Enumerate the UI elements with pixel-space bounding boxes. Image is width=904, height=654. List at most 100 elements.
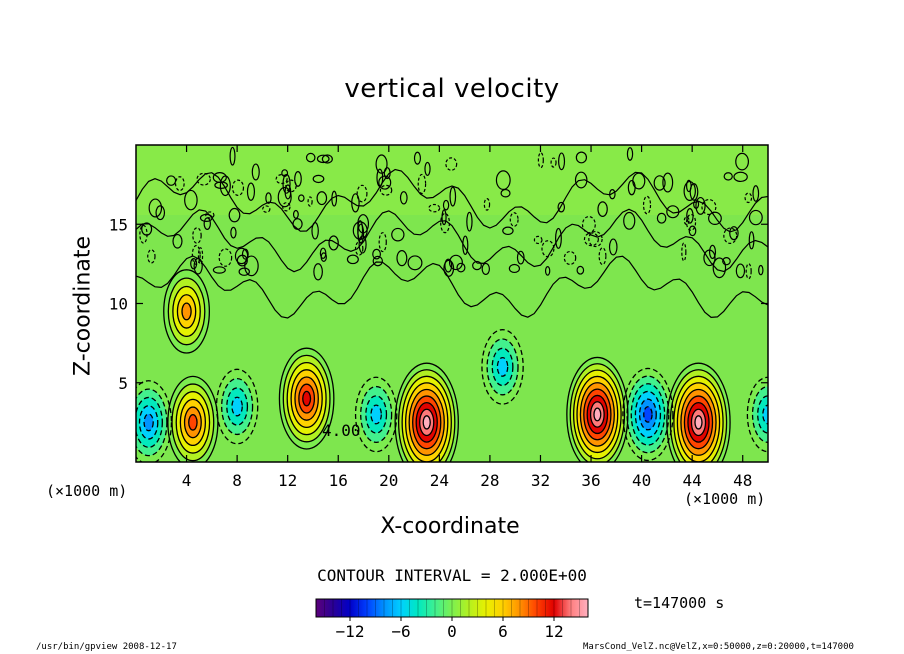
turbulent-contour [583, 232, 599, 247]
turbulent-contour [735, 152, 749, 171]
turbulent-contour [462, 235, 469, 255]
turbulent-contour [190, 257, 198, 270]
turbulent-contour [681, 242, 687, 262]
contour-line [630, 383, 666, 446]
turbulent-contour [752, 185, 760, 202]
turbulent-contour [653, 175, 666, 191]
turbulent-contour [196, 172, 211, 186]
contour-line [397, 369, 456, 462]
x-tick-label: 40 [632, 471, 651, 490]
turbulent-contour [597, 201, 608, 217]
contour-line [669, 369, 728, 462]
turbulent-contour [428, 203, 441, 213]
contour-line [231, 396, 243, 417]
turbulent-contour [445, 157, 458, 171]
turbulent-contour [466, 211, 473, 232]
contour-line [401, 375, 452, 462]
contour-line [143, 413, 154, 432]
turbulent-contour [378, 232, 387, 253]
turbulent-contour [297, 194, 305, 202]
turbulent-contour [656, 212, 667, 224]
contour-line [589, 401, 605, 428]
turbulent-contour [472, 260, 482, 271]
turbulent-contour [574, 171, 588, 189]
x-unit-left: (×1000 m) [46, 482, 128, 500]
turbulent-contour [265, 192, 272, 204]
turbulent-contour [550, 157, 557, 168]
turbulent-contour [328, 235, 339, 251]
turbulent-contour [744, 192, 753, 204]
updraft-cell [163, 269, 210, 354]
turbulent-contour [192, 227, 202, 244]
contour-line [183, 406, 202, 439]
turbulent-contour [758, 264, 764, 276]
turbulent-contour [723, 172, 733, 181]
field-band [302, 391, 311, 406]
plot-area [136, 145, 768, 462]
x-tick-label: 8 [232, 471, 242, 490]
field-band [182, 303, 192, 320]
turbulent-contour [729, 226, 739, 241]
contour-line [298, 383, 316, 414]
x-axis: 4 8 12 16 20 24 28 32 36 40 44 48 [182, 145, 752, 490]
x-tick-label: 16 [329, 471, 348, 490]
contour-line [282, 354, 331, 443]
turbulent-contour [748, 209, 763, 226]
turbulent-contour [695, 196, 706, 215]
turbulent-contour [558, 152, 566, 171]
turbulent-contour [372, 248, 381, 260]
turbulent-contour [230, 226, 237, 239]
turbulent-contour [642, 195, 652, 215]
turbulent-contour [508, 263, 521, 274]
colorbar-tick-label: −12 [336, 622, 365, 641]
turbulent-contour [174, 176, 185, 192]
turbulent-contour [537, 152, 544, 169]
turbulent-contour [683, 180, 696, 202]
contour-line [370, 404, 382, 425]
contour-line [294, 376, 319, 421]
turbulent-contour [285, 179, 297, 193]
contour-line [579, 382, 615, 447]
turbulent-contour [218, 248, 233, 267]
contour-line [136, 388, 168, 457]
field-band [188, 414, 198, 431]
contour-line [278, 347, 335, 450]
contour-line [638, 398, 657, 431]
turbulent-contour [346, 254, 359, 265]
x-tick-label: 12 [278, 471, 297, 490]
turbulent-contour [231, 179, 245, 196]
contour-line [394, 362, 459, 462]
contour-line [687, 401, 710, 443]
y-axis: 5 10 15 [109, 215, 768, 393]
turbulent-contour [708, 211, 722, 226]
turbulent-contour [172, 233, 183, 249]
x-tick-label: 28 [480, 471, 499, 490]
x-unit-right: (×1000 m) [684, 490, 766, 508]
turbulent-contour [375, 154, 388, 174]
x-tick-label: 48 [733, 471, 752, 490]
turbulent-contour [294, 171, 302, 187]
contour-line [188, 414, 198, 431]
turbulent-contour [626, 147, 634, 161]
turbulent-contour [391, 227, 405, 242]
turbulent-contour [502, 226, 514, 236]
turbulent-contour [316, 191, 328, 206]
turbulent-contour [234, 247, 249, 265]
contour-line [566, 356, 629, 462]
turbulent-contour [396, 250, 408, 267]
turbulent-contour [683, 216, 690, 226]
y-tick-label: 5 [118, 374, 128, 393]
turbulent-contour [203, 217, 211, 230]
contour-line [690, 408, 707, 437]
contour-line [496, 356, 509, 377]
turbulent-contour [509, 212, 519, 227]
colorbar-tick-label: 0 [447, 622, 457, 641]
contour-line [622, 367, 674, 462]
turbulent-contour [442, 199, 450, 211]
turbulent-contour [191, 244, 201, 266]
contour-line [179, 398, 207, 447]
field-band [593, 408, 601, 421]
turbulent-contour [147, 249, 156, 264]
downdraft-cell [136, 380, 172, 462]
